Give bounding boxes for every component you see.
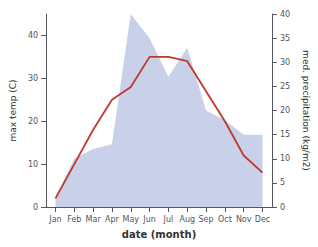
svg-text:20: 20 [28, 117, 38, 126]
svg-text:med. precipitation (kg/m2): med. precipitation (kg/m2) [301, 50, 311, 171]
svg-text:35: 35 [280, 34, 290, 43]
svg-text:date (month): date (month) [122, 229, 196, 240]
svg-text:Jul: Jul [163, 215, 174, 224]
svg-text:May: May [122, 215, 139, 224]
svg-text:0: 0 [280, 203, 285, 212]
svg-text:Feb: Feb [67, 215, 81, 224]
svg-text:Aug: Aug [179, 215, 195, 224]
svg-text:Oct: Oct [218, 215, 232, 224]
svg-text:25: 25 [280, 82, 290, 91]
svg-text:30: 30 [28, 74, 38, 83]
svg-text:Apr: Apr [105, 215, 120, 224]
svg-text:Mar: Mar [86, 215, 102, 224]
svg-text:max temp (C): max temp (C) [8, 79, 18, 141]
svg-text:40: 40 [280, 10, 290, 19]
svg-text:Dec: Dec [255, 215, 270, 224]
svg-text:Sep: Sep [199, 215, 214, 224]
svg-text:0: 0 [33, 203, 38, 212]
svg-text:10: 10 [280, 154, 290, 163]
svg-text:30: 30 [280, 58, 290, 67]
svg-text:20: 20 [280, 106, 290, 115]
svg-text:15: 15 [280, 130, 290, 139]
svg-text:5: 5 [280, 178, 285, 187]
svg-text:Jun: Jun [142, 215, 156, 224]
svg-text:40: 40 [28, 31, 38, 40]
svg-text:10: 10 [28, 160, 38, 169]
svg-text:Nov: Nov [236, 215, 252, 224]
svg-text:Jan: Jan [48, 215, 61, 224]
